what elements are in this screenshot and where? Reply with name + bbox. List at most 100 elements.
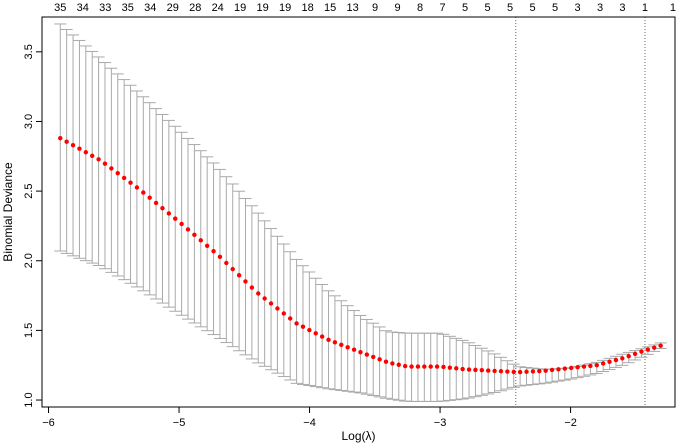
cv-point [511,369,516,375]
x-tick-label: −2 [564,417,577,429]
cv-point [58,135,63,141]
cv-point [517,369,523,375]
error-bars [54,23,667,402]
top-axis-label: 5 [462,2,468,14]
error-bar [501,360,514,390]
error-bar [284,251,297,381]
reference-lines [515,17,646,407]
cv-point [230,266,235,272]
error-bar [207,162,220,336]
cv-point [396,362,401,367]
cv-point [402,363,408,369]
error-bar [265,228,278,371]
top-axis-label: 5 [507,2,513,14]
top-axis-label: 19 [234,2,246,14]
top-axis-label: 35 [54,2,66,14]
cv-point [339,342,344,348]
cv-point [300,324,306,329]
x-axis-title: Log(λ) [341,429,375,443]
top-axis-label: 9 [395,2,401,14]
x-tick-label: −3 [434,417,447,429]
x-tick-label: −6 [42,417,55,429]
cv-point [454,366,459,371]
cv-point [600,361,606,366]
top-axis-label: 19 [279,2,291,14]
cv-point [639,349,644,354]
cv-point [613,357,619,363]
error-bar [258,220,271,367]
top-axis-label: 24 [212,2,224,14]
cv-point [390,361,395,366]
top-axis-label: 1 [670,2,676,14]
cv-point [485,368,491,373]
top-axis-label: 9 [372,2,378,14]
cv-point [652,345,657,350]
cv-point [147,195,152,200]
top-axis-label: 8 [417,2,423,14]
cv-point [121,175,127,181]
cv-point [358,349,363,355]
cv-point [549,367,555,373]
cv-point [109,166,114,171]
cv-point [332,340,338,345]
cv-point [581,364,587,369]
cv-point [198,238,203,243]
top-axis-label: 3 [619,2,625,14]
top-axis-label: 15 [324,2,336,14]
error-bar [239,198,252,356]
cv-point [620,356,625,361]
cv-point [185,227,191,232]
cv-point [351,347,357,352]
cv-point [294,321,299,326]
top-axis-label: 18 [302,2,314,14]
cv-point [307,327,312,333]
cv-point [569,365,574,371]
top-axis-label: 34 [77,2,89,14]
error-bar [494,356,507,392]
cv-point [562,366,568,371]
top-axis-label: 3 [597,2,603,14]
cv-point [115,170,120,176]
cv-point [179,221,184,227]
cv-point [607,359,612,364]
cv-point [249,285,255,290]
top-axis-label: 3 [574,2,580,14]
cv-point [204,243,210,248]
y-tick-label: 3.0 [23,114,35,129]
cv-point [460,366,465,372]
cv-point [345,345,350,350]
cv-point [173,216,178,221]
cv-point [543,368,548,373]
top-axis-label: 35 [122,2,134,14]
cv-point [409,364,414,369]
cv-point [588,363,593,369]
y-axis-title: Binomial Deviance [1,162,15,262]
cv-point [96,157,101,162]
cv-point [524,369,529,374]
cv-point [256,291,261,296]
y-tick-label: 3.5 [23,44,35,59]
y-tick-label: 1.0 [23,392,35,407]
cv-point [556,367,561,372]
cv-point [434,364,440,369]
cv-point [415,364,421,369]
cv-point [473,367,478,373]
top-axis-label: 33 [99,2,111,14]
cv-point [492,368,497,374]
x-tick-label: −4 [303,417,316,429]
cv-point [224,260,229,266]
cv-point [77,146,82,151]
top-axis-label: 5 [552,2,558,14]
top-axis-label: 13 [347,2,359,14]
cv-point [645,347,651,352]
error-bar [220,176,233,344]
cv-point [166,211,172,216]
cv-point [441,364,446,370]
top-axis-label: 5 [484,2,490,14]
y-tick-label: 2.0 [23,253,35,268]
cv-point [141,190,146,195]
y-tick-label: 2.5 [23,183,35,198]
error-bar [488,353,501,393]
